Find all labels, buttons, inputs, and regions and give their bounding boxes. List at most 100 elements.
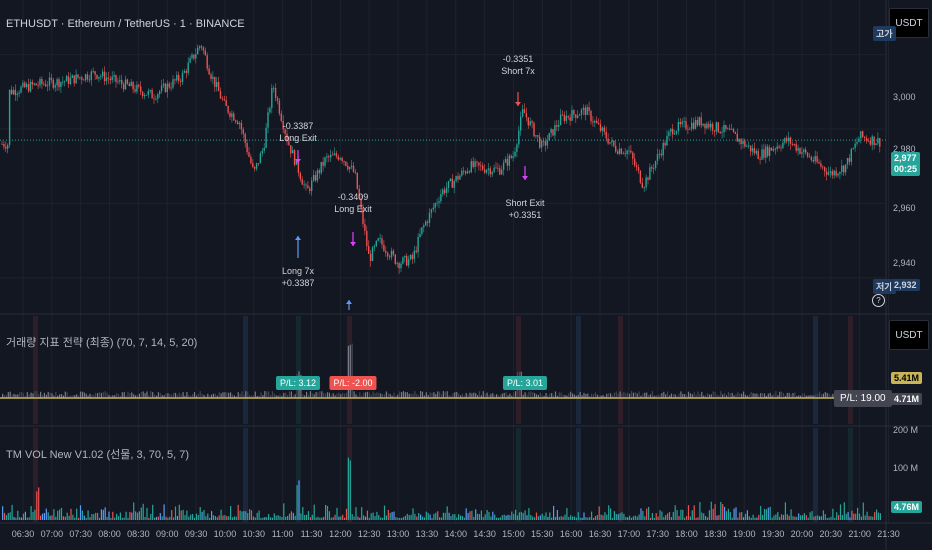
volume-bar xyxy=(484,514,486,520)
candle-body xyxy=(759,158,761,160)
candle-body xyxy=(79,77,81,79)
volume-bar xyxy=(281,517,283,520)
candle-body xyxy=(588,107,590,112)
volume-bar xyxy=(442,391,444,398)
tm-vol-indicator-title[interactable]: TM VOL New V1.02 (선물, 3, 70, 5, 7) xyxy=(6,449,190,461)
volume-bar xyxy=(414,513,416,520)
candle-body xyxy=(179,80,182,82)
candle-body xyxy=(535,135,537,137)
low-price-value: 2,932 xyxy=(891,279,920,291)
candle-body xyxy=(322,161,324,166)
candle-body xyxy=(793,144,795,145)
volume-bar xyxy=(49,392,51,398)
volume-bar xyxy=(625,516,627,520)
volume-bar xyxy=(313,504,315,520)
volume-bar xyxy=(805,515,807,520)
volume-bar xyxy=(300,513,302,520)
volume-bar xyxy=(136,512,139,520)
volume-bar xyxy=(668,512,671,520)
volume-bar xyxy=(119,395,121,398)
candle-body xyxy=(392,250,395,255)
signal-band xyxy=(618,428,623,522)
candle-body xyxy=(383,244,385,252)
volume-bar xyxy=(587,393,589,398)
volume-bar xyxy=(494,514,496,520)
volume-bar xyxy=(169,394,171,398)
volume-bar xyxy=(174,392,177,398)
candle-body xyxy=(37,85,39,87)
candle-body xyxy=(151,90,153,99)
candle-body xyxy=(702,123,704,126)
candle-body xyxy=(605,131,607,139)
volume-bar xyxy=(302,394,304,398)
help-icon[interactable]: ? xyxy=(872,294,885,307)
volume-bar xyxy=(129,511,131,520)
volume-bar xyxy=(461,515,463,520)
volume-bar xyxy=(93,394,95,398)
volume-bar xyxy=(718,395,720,398)
volume-bar xyxy=(541,513,543,520)
candle-body xyxy=(877,138,879,144)
candle-body xyxy=(744,140,746,147)
volume-bar xyxy=(687,391,690,398)
candle-body xyxy=(113,75,115,77)
candle-body xyxy=(808,156,811,158)
volume-bar xyxy=(503,392,505,398)
volume-bar xyxy=(180,394,182,398)
volume-bar xyxy=(399,391,401,398)
candle-body xyxy=(29,81,32,92)
candle-body xyxy=(696,120,699,126)
candle-body xyxy=(73,75,75,84)
volume-bar xyxy=(279,394,281,398)
volume-bar xyxy=(750,517,752,520)
volume-bar xyxy=(604,395,606,398)
volume-bar xyxy=(516,515,519,520)
volume-bar xyxy=(553,395,555,398)
symbol-title[interactable]: ETHUSDT · Ethereum / TetherUS · 1 · BINA… xyxy=(6,18,245,30)
volume-bar xyxy=(421,391,424,398)
candle-body xyxy=(27,84,30,92)
volume-bar xyxy=(644,392,646,398)
volume-bar xyxy=(722,394,724,398)
currency-selector[interactable]: USDT xyxy=(889,8,929,38)
volume-bar xyxy=(566,395,568,398)
volume-bar xyxy=(252,516,254,520)
candle-body xyxy=(540,140,543,148)
price-tick: 2,940 xyxy=(893,258,916,268)
volume-bar xyxy=(444,391,446,398)
candle-body xyxy=(425,221,427,226)
strategy-indicator-title[interactable]: 거래량 지표 전략 (최종) (70, 7, 14, 5, 20) xyxy=(6,337,198,349)
volume-bar xyxy=(148,395,150,398)
pane2-currency[interactable]: USDT xyxy=(889,320,929,350)
candle-body xyxy=(293,150,296,165)
candle-body xyxy=(694,120,697,129)
volume-bar xyxy=(505,392,507,398)
volume-bar xyxy=(252,395,254,398)
candle-body xyxy=(198,46,201,48)
volume-bar xyxy=(779,391,781,398)
candle-body xyxy=(723,125,725,133)
volume-bar xyxy=(655,513,657,520)
volume-bar xyxy=(146,391,148,398)
volume-bar xyxy=(499,394,501,398)
time-tick: 08:30 xyxy=(127,529,150,539)
volume-bar xyxy=(686,395,688,398)
volume-bar xyxy=(739,512,741,520)
volume-bar xyxy=(133,502,135,520)
candle-body xyxy=(174,79,176,81)
time-tick: 14:00 xyxy=(444,529,468,539)
volume-bar xyxy=(786,392,788,398)
volume-bar xyxy=(545,393,547,398)
volume-bar xyxy=(781,514,783,520)
volume-bar xyxy=(610,393,612,398)
short-entry-annotation: -0.3351 Short 7x xyxy=(501,53,535,77)
volume-bar xyxy=(70,395,72,398)
volume-bar xyxy=(545,512,547,520)
volume-bar xyxy=(623,513,625,520)
volume-bar xyxy=(41,513,44,520)
candle-body xyxy=(432,207,434,210)
candle-body xyxy=(168,83,170,88)
candle-body xyxy=(837,173,839,176)
time-tick: 09:30 xyxy=(184,529,208,539)
